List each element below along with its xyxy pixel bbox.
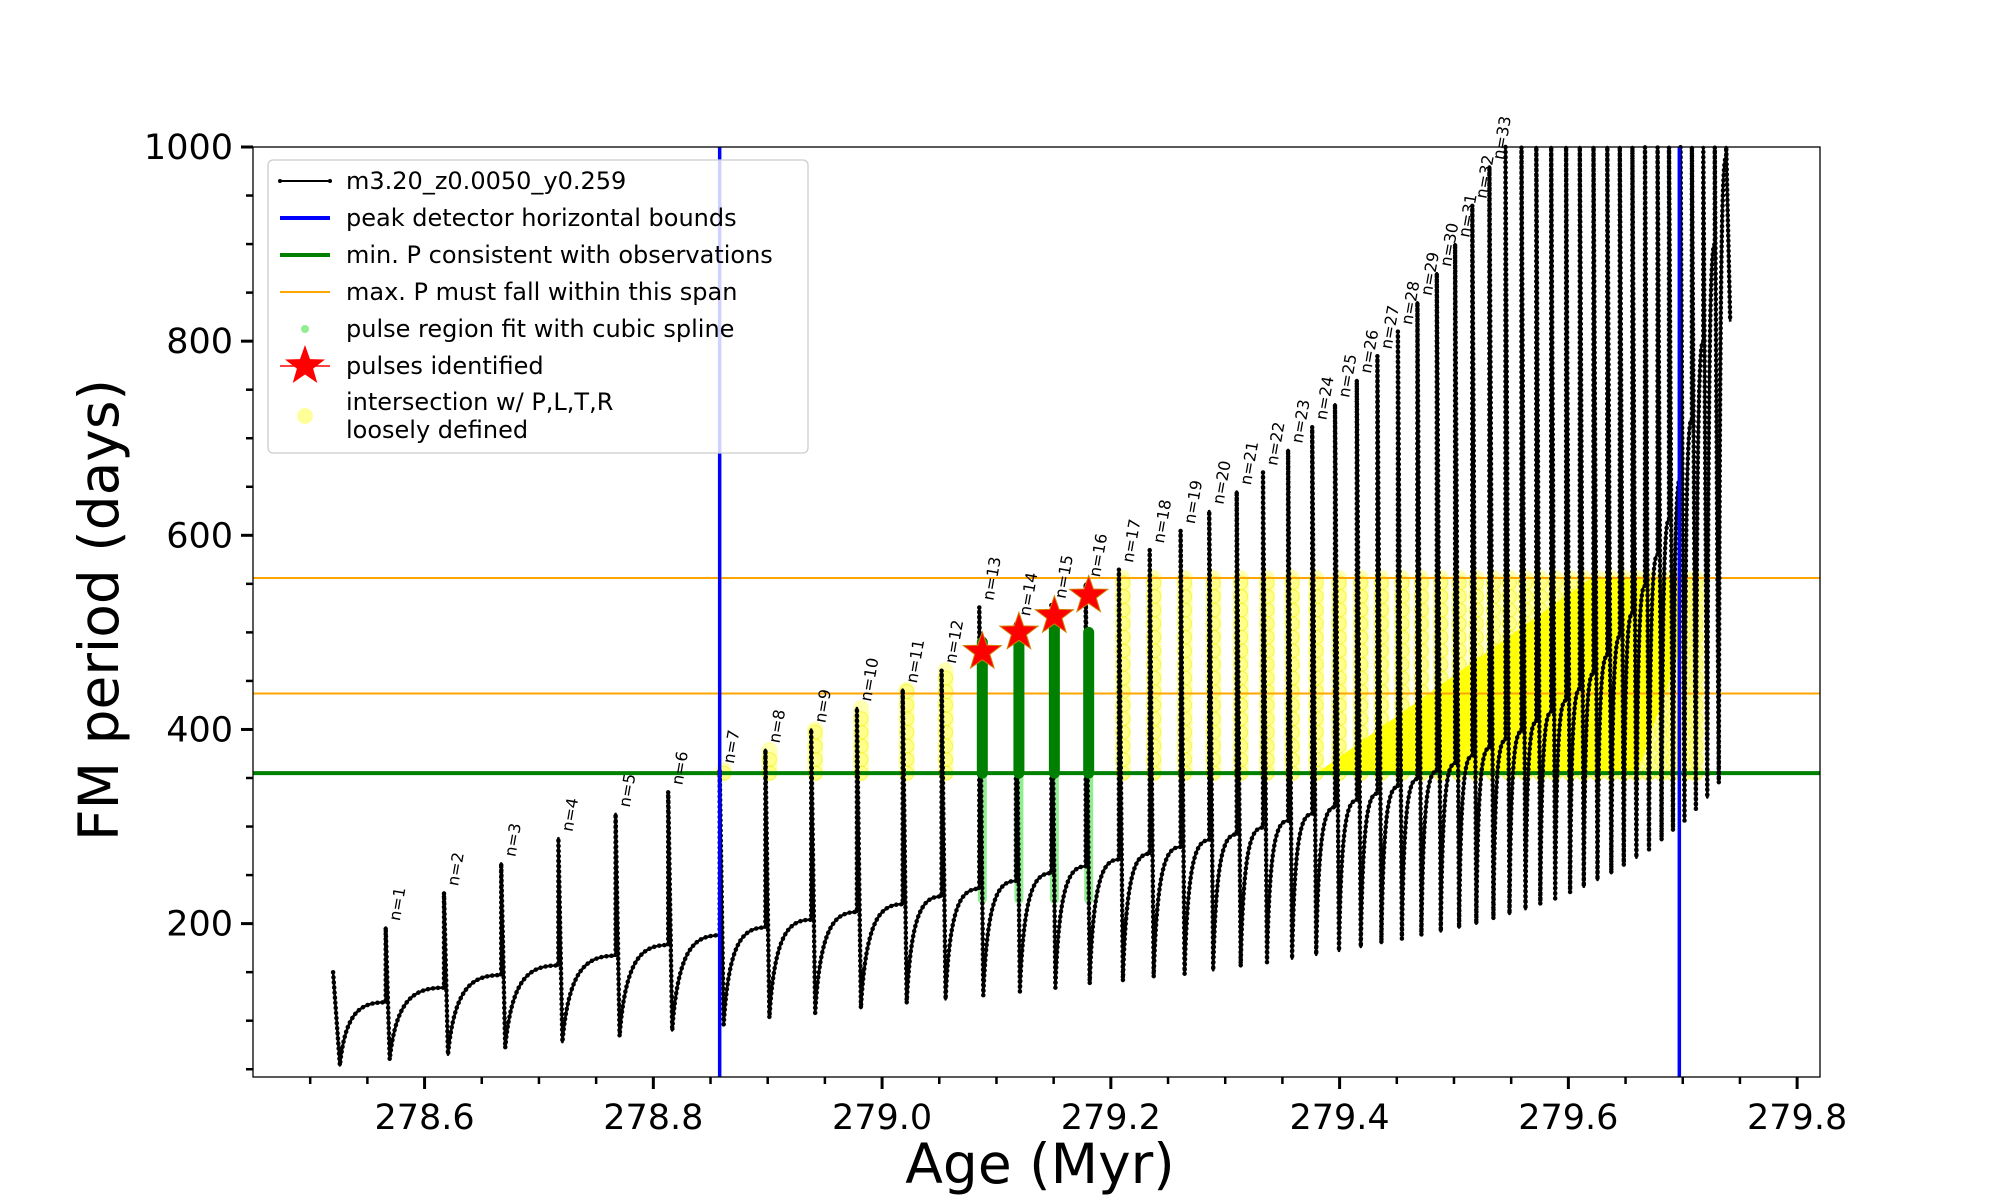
y-tick-label: 400 — [166, 710, 233, 750]
legend-label: intersection w/ P,L,T,R — [346, 388, 613, 416]
legend-label-line2: loosely defined — [346, 416, 528, 444]
legend-item-4: pulse region fit with cubic spline — [301, 315, 734, 343]
legend-item-1: peak detector horizontal bounds — [280, 204, 737, 232]
legend-item-2: min. P consistent with observations — [280, 241, 773, 269]
x-tick-label: 279.4 — [1290, 1098, 1390, 1138]
x-tick-label: 278.6 — [374, 1098, 474, 1138]
legend-label: max. P must fall within this span — [346, 278, 737, 306]
x-axis-title: Age (Myr) — [905, 1132, 1174, 1196]
legend-label: peak detector horizontal bounds — [346, 204, 737, 232]
y-tick-label: 1000 — [144, 128, 233, 168]
legend-handle-dot — [278, 179, 282, 183]
x-tick-label: 278.8 — [603, 1098, 703, 1138]
legend-label: pulse region fit with cubic spline — [346, 315, 734, 343]
x-tick-label: 279.6 — [1518, 1098, 1618, 1138]
y-tick-label: 800 — [166, 322, 233, 362]
x-tick-label: 279.8 — [1747, 1098, 1847, 1138]
y-axis-title: FM period (days) — [67, 379, 131, 841]
y-tick-label: 600 — [166, 516, 233, 556]
legend-label: m3.20_z0.0050_y0.259 — [346, 167, 626, 195]
y-tick-label: 200 — [166, 905, 233, 945]
legend-item-3: max. P must fall within this span — [280, 278, 737, 306]
legend-label: min. P consistent with observations — [346, 241, 773, 269]
legend-handle-dot — [301, 325, 309, 333]
legend-handle-dot — [328, 179, 332, 183]
legend-handle-dot — [297, 408, 313, 424]
legend-label: pulses identified — [346, 352, 544, 380]
